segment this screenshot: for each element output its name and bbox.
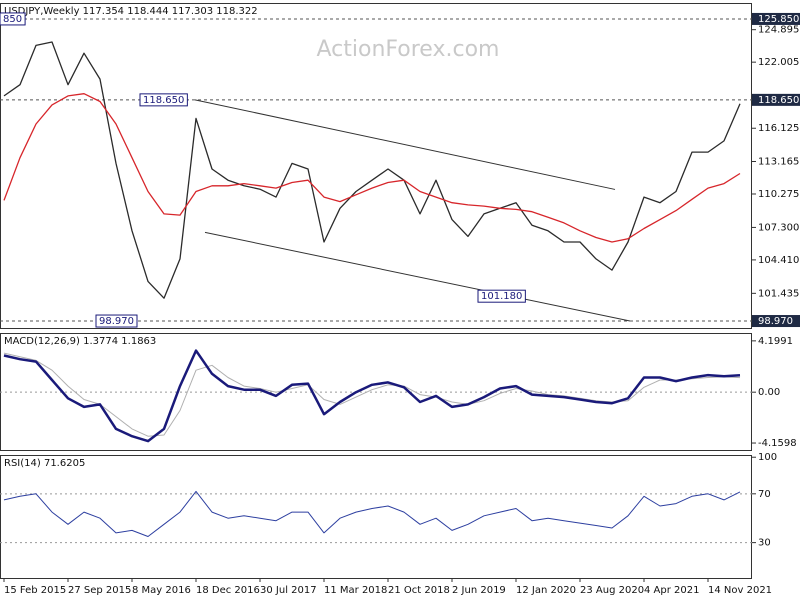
trend-line bbox=[204, 231, 631, 322]
y-tick-label: 30 bbox=[758, 538, 771, 549]
trend-line bbox=[194, 99, 616, 190]
x-tick-label: 15 Feb 2015 bbox=[4, 585, 66, 596]
level-label: 118.650 bbox=[758, 95, 799, 106]
level-label: 125.850 bbox=[758, 14, 799, 25]
y-tick-label: 116.125 bbox=[758, 123, 799, 134]
y-tick-label: 104.410 bbox=[758, 255, 799, 266]
y-tick-label: 4.1991 bbox=[758, 336, 793, 347]
x-tick-label: 30 Jul 2017 bbox=[260, 585, 317, 596]
x-tick-label: 11 Mar 2018 bbox=[324, 585, 387, 596]
rsi-title: RSI(14) 71.6205 bbox=[4, 458, 85, 469]
price-title: USDJPY,Weekly 117.354 118.444 117.303 11… bbox=[4, 6, 258, 17]
series-line bbox=[3, 41, 741, 299]
x-tick-label: 4 Apr 2021 bbox=[644, 585, 699, 596]
watermark: ActionForex.com bbox=[317, 37, 500, 62]
annotation: 98.970 bbox=[99, 316, 134, 327]
y-tick-label: 107.300 bbox=[758, 222, 799, 233]
rsi-panel bbox=[0, 455, 752, 579]
annotation: 101.180 bbox=[481, 291, 522, 302]
annotation: 850 bbox=[3, 14, 22, 25]
annotation-box bbox=[0, 12, 26, 26]
annotation: 118.650 bbox=[143, 95, 184, 106]
x-tick-label: 14 Nov 2021 bbox=[708, 585, 772, 596]
y-tick-label: 0.00 bbox=[758, 387, 780, 398]
series-line bbox=[3, 490, 741, 537]
macd-title: MACD(12,26,9) 1.3774 1.1863 bbox=[4, 336, 156, 347]
x-tick-label: 12 Jan 2020 bbox=[516, 585, 576, 596]
y-tick-label: -4.1598 bbox=[758, 438, 797, 449]
level-tag bbox=[752, 315, 800, 328]
annotation-box bbox=[477, 289, 526, 303]
x-tick-label: 21 Oct 2018 bbox=[388, 585, 450, 596]
y-tick-label: 101.435 bbox=[758, 288, 799, 299]
level-tag bbox=[752, 93, 800, 106]
level-tag bbox=[752, 12, 800, 25]
price-panel bbox=[0, 3, 752, 329]
y-tick-label: 113.165 bbox=[758, 157, 799, 168]
y-tick-label: 124.895 bbox=[758, 25, 799, 36]
annotation-box bbox=[139, 93, 188, 107]
y-tick-label: 100 bbox=[758, 452, 777, 463]
series-line bbox=[3, 93, 741, 243]
annotation-box bbox=[95, 314, 138, 328]
y-tick-label: 70 bbox=[758, 489, 771, 500]
series-line bbox=[3, 349, 741, 443]
level-label: 98.970 bbox=[758, 316, 793, 327]
x-tick-label: 23 Aug 2020 bbox=[580, 585, 644, 596]
x-tick-label: 2 Jun 2019 bbox=[452, 585, 506, 596]
x-tick-label: 27 Sep 2015 bbox=[68, 585, 131, 596]
y-tick-label: 122.005 bbox=[758, 57, 799, 68]
x-tick-label: 8 May 2016 bbox=[132, 585, 191, 596]
x-tick-label: 18 Dec 2016 bbox=[196, 585, 260, 596]
y-tick-label: 110.275 bbox=[758, 189, 799, 200]
